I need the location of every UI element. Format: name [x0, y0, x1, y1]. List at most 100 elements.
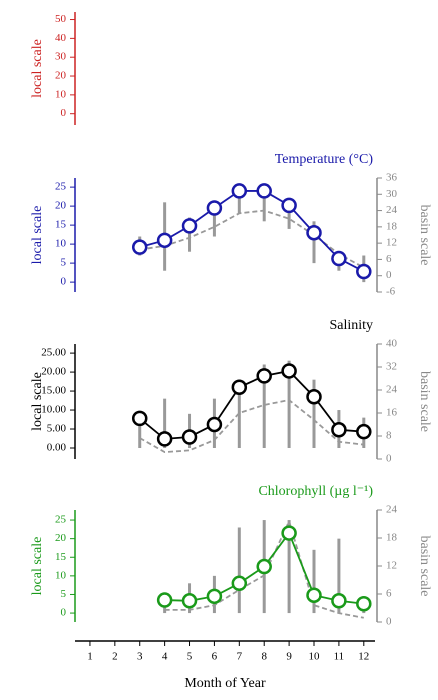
point [331, 593, 347, 609]
x-tick-label: 3 [137, 651, 143, 663]
y-tick-label: 5.00 [47, 423, 67, 435]
y2-tick-label: 0 [386, 269, 392, 281]
point [206, 588, 223, 605]
point [181, 429, 198, 445]
y2-tick-label: 12 [386, 560, 397, 572]
y2-axis-label: basin scale [417, 535, 432, 596]
point [206, 200, 223, 216]
x-tick-label: 1 [87, 651, 93, 663]
point [331, 250, 347, 267]
range-bar [138, 417, 142, 448]
x-tick-label: 11 [334, 651, 345, 663]
y-tick-label: 15 [55, 551, 67, 563]
x-tick-label: 2 [112, 651, 118, 663]
basin-line [139, 209, 365, 269]
y2-tick-label: 12 [386, 237, 397, 249]
point [256, 558, 272, 575]
range-bar [163, 398, 167, 448]
range-bar [188, 217, 192, 252]
point [281, 363, 297, 379]
y2-tick-label: 24 [386, 204, 398, 216]
y-tick-label: 20 [55, 532, 67, 544]
series-line [139, 190, 365, 273]
x-tick-label: 9 [286, 651, 292, 663]
panel-title: Temperature (°C) [275, 152, 374, 167]
x-tick-label: 7 [237, 651, 243, 663]
range-bar [337, 538, 341, 614]
y-tick-label: 0 [61, 276, 67, 288]
y2-tick-label: 0 [386, 453, 392, 465]
x-tick-label: 6 [212, 651, 218, 663]
y2-tick-label: 8 [386, 430, 392, 442]
y2-axis-label: basin scale [417, 204, 432, 265]
point [306, 587, 322, 603]
range-bar [287, 520, 291, 614]
x-tick-label: 4 [162, 651, 168, 663]
range-bar [312, 549, 316, 614]
y-tick-label: 0 [61, 607, 67, 619]
range-bar [262, 364, 266, 448]
panel-title: Salinity [329, 318, 373, 333]
y2-tick-label: 16 [386, 407, 398, 419]
y-tick-label: 15 [55, 219, 67, 231]
y2-tick-label: 18 [386, 220, 398, 232]
y-axis-label: local scale [30, 206, 45, 265]
y2-tick-label: 0 [386, 616, 392, 628]
y2-tick-label: 36 [386, 172, 398, 184]
point [131, 239, 148, 255]
y-tick-label: 15.00 [41, 385, 66, 397]
y-tick-label: 0 [61, 107, 67, 119]
range-bar [212, 202, 216, 237]
y-tick-label: 30 [55, 51, 67, 63]
y-tick-label: 10 [55, 238, 67, 250]
point [306, 389, 322, 405]
point [156, 592, 173, 608]
point [306, 224, 322, 241]
y-axis-label: local scale [30, 537, 45, 596]
y-tick-label: 0.00 [47, 442, 67, 454]
y-axis-label: local scale [30, 372, 45, 431]
y2-axis-label: basin scale [417, 371, 432, 432]
y-tick-label: 40 [55, 32, 67, 44]
y2-tick-label: 30 [386, 188, 398, 200]
y-axis-label: local scale [30, 39, 45, 98]
y2-tick-label: 24 [386, 384, 398, 396]
range-bar [237, 187, 241, 214]
point [156, 232, 173, 249]
point [131, 410, 148, 427]
x-tick-label: 8 [261, 651, 267, 663]
y-tick-label: 25.00 [41, 347, 66, 359]
point [256, 183, 272, 199]
y-tick-label: 10 [55, 569, 67, 581]
y-tick-label: 25 [55, 514, 67, 526]
point [256, 368, 272, 384]
point [231, 183, 248, 199]
y-tick-label: 25 [55, 181, 67, 193]
y2-tick-label: 18 [386, 532, 398, 544]
point [331, 422, 347, 438]
point [281, 525, 297, 541]
y2-tick-label: -6 [386, 286, 396, 298]
y2-tick-label: 40 [386, 338, 398, 350]
point [181, 218, 198, 234]
point [231, 379, 248, 396]
y-tick-label: 10.00 [41, 404, 66, 416]
range-bar [312, 379, 316, 448]
x-tick-label: 12 [358, 651, 369, 663]
point [356, 596, 372, 612]
series-line [139, 369, 364, 440]
y2-tick-label: 24 [386, 504, 398, 516]
range-bar [262, 187, 266, 222]
point [181, 593, 198, 609]
range-bar [312, 221, 316, 264]
point [206, 416, 223, 433]
y2-tick-label: 6 [386, 588, 392, 600]
range-bar [287, 360, 291, 448]
basin-line [139, 399, 364, 454]
y2-tick-label: 32 [386, 361, 397, 373]
point [231, 575, 248, 592]
point [356, 423, 372, 440]
panel-title: Chlorophyll (µg l⁻¹) [258, 484, 373, 499]
x-tick-label: 5 [187, 651, 193, 663]
